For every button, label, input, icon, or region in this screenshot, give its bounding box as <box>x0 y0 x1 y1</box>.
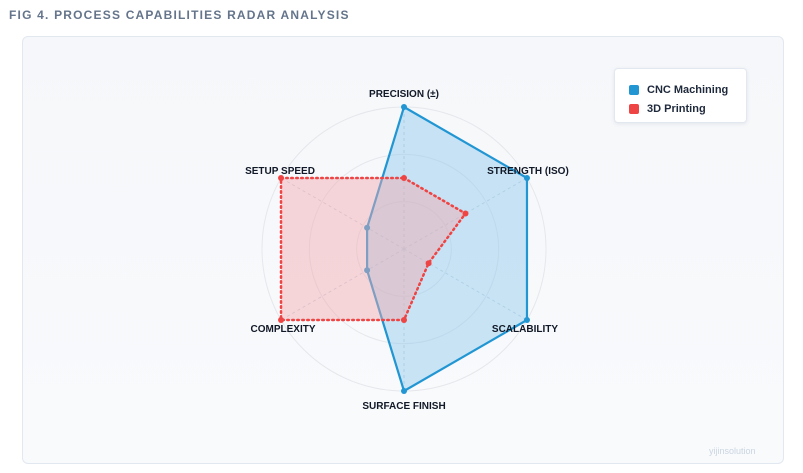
axis-label-strength: STRENGTH (ISO) <box>487 166 569 177</box>
legend-swatch-3d <box>629 103 639 114</box>
legend: CNC Machining 3D Printing <box>614 68 747 123</box>
data-point-cnc-machining-3 <box>523 317 530 323</box>
figure-title: FIG 4. PROCESS CAPABILITIES RADAR ANALYS… <box>9 8 350 22</box>
legend-swatch-cnc <box>629 84 639 95</box>
data-point-3d-printing-3 <box>425 260 432 267</box>
axis-label-setup-speed: SETUP SPEED <box>245 166 315 177</box>
data-point-cnc-machining-2 <box>523 175 530 181</box>
data-point-3d-printing-2 <box>462 210 469 217</box>
data-point-3d-printing-6 <box>278 175 285 181</box>
data-point-3d-printing-5 <box>278 317 285 323</box>
data-point-cnc-machining-6 <box>364 224 371 231</box>
radar-chart: PRECISION (±) STRENGTH (ISO) SCALABILITY SU… <box>245 89 569 412</box>
axis-label-surface-finish: SURFACE FINISH <box>362 401 445 412</box>
grid-circle-2 <box>308 153 500 345</box>
axis-label-complexity: COMPLEXITY <box>251 324 316 335</box>
axis-label-precision: PRECISION (±) <box>369 89 439 100</box>
watermark: yijinsolution <box>709 446 756 456</box>
legend-item-3d[interactable]: 3D Printing <box>629 99 746 118</box>
grid-circle-1 <box>356 201 452 297</box>
axis-label-scalability: SCALABILITY <box>492 324 558 335</box>
legend-label-cnc: CNC Machining <box>647 83 729 96</box>
data-point-cnc-machining-5 <box>364 267 371 274</box>
data-point-3d-printing-4 <box>401 317 407 323</box>
legend-item-cnc[interactable]: CNC Machining <box>629 80 746 99</box>
data-point-cnc-machining-4 <box>401 388 407 394</box>
chart-card: PRECISION (±) STRENGTH (ISO) SCALABILITY SU… <box>22 36 784 464</box>
data-point-cnc-machining-1 <box>401 104 407 110</box>
data-point-3d-printing-1 <box>401 175 407 181</box>
legend-label-3d: 3D Printing <box>647 102 706 115</box>
